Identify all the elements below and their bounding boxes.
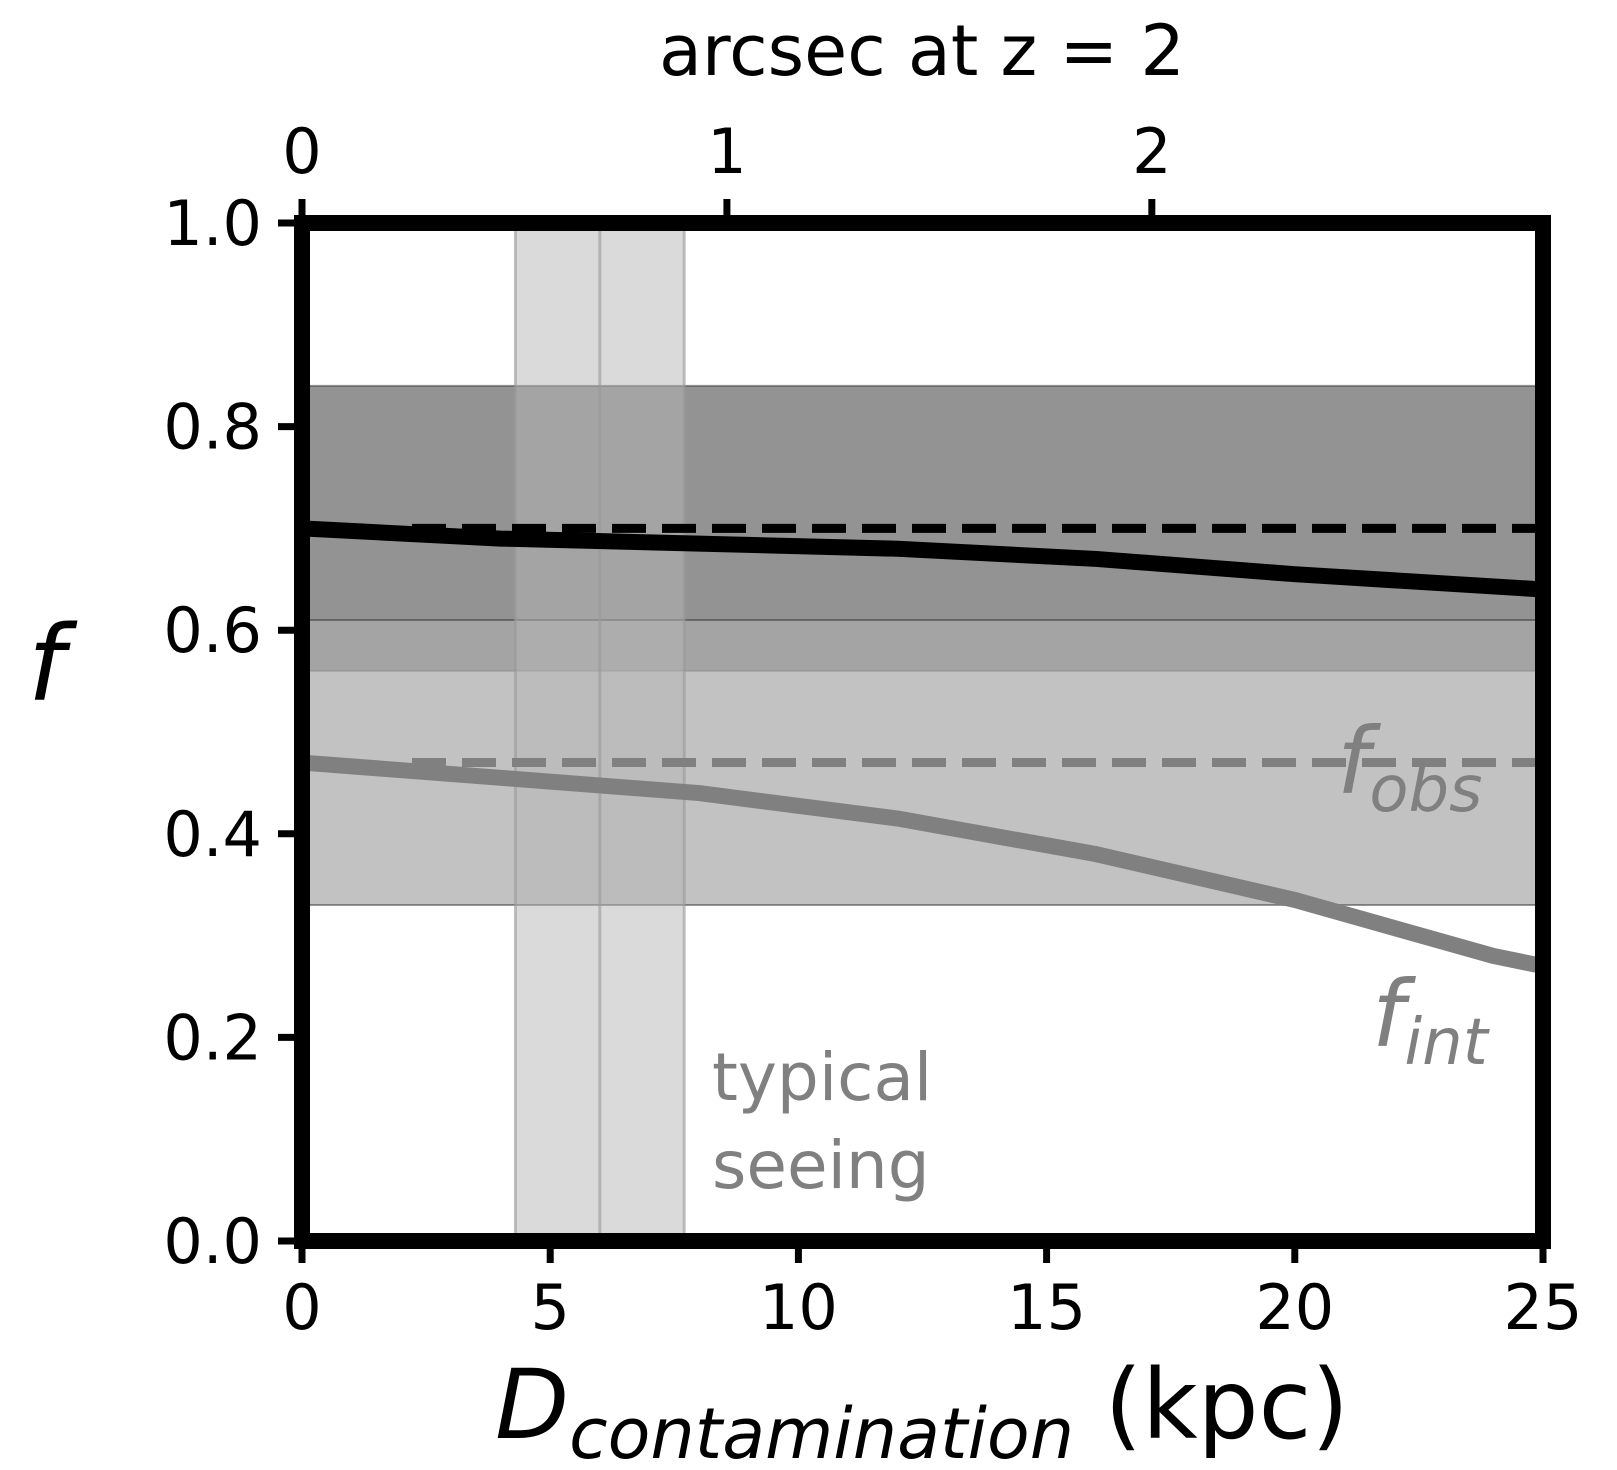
x-axis-label-main: D [495, 1349, 569, 1461]
x-axis-label-sub: contamination [569, 1393, 1074, 1470]
seeing-band [513, 223, 686, 1241]
y-tick-label: 1.0 [163, 187, 262, 260]
y-tick-label: 0.8 [163, 391, 262, 464]
y-axis-label: f [28, 603, 78, 725]
top-tick-label: 2 [1132, 115, 1171, 188]
plot-frame [294, 215, 1551, 1249]
x-axis-label: Dcontamination (kpc) [495, 1349, 1349, 1470]
fobs-label: fobs [1337, 708, 1483, 827]
seeing-label-line2: seeing [712, 1127, 930, 1204]
reference-lines [412, 523, 1543, 768]
y-tick-label: 0.0 [163, 1205, 262, 1278]
black_curve-line [301, 520, 1544, 598]
y-tick-label: 0.6 [163, 594, 262, 667]
x-axis-ticks: 0 5 10 15 20 25 [282, 1241, 1582, 1344]
fint-label: fint [1372, 961, 1491, 1080]
x-tick-label: 25 [1504, 1271, 1583, 1344]
x-tick-label: 10 [759, 1271, 838, 1344]
y-tick-label: 0.4 [163, 798, 262, 871]
seeing-label-line1: typical [712, 1039, 932, 1116]
gray_curve-line [301, 754, 1545, 974]
x-tick-label: 0 [282, 1271, 321, 1344]
y-tick-label: 0.2 [163, 1001, 262, 1074]
x-tick-label: 20 [1255, 1271, 1334, 1344]
top-tick-label: 0 [282, 115, 321, 188]
fobs-label-sub: obs [1369, 753, 1482, 827]
top-axis-label: arcsec at z = 2 [659, 10, 1185, 92]
x-tick-label: 5 [530, 1271, 569, 1344]
x-axis-label-unit: (kpc) [1074, 1349, 1349, 1461]
fint-label-sub: int [1404, 1006, 1490, 1080]
series-curves [301, 520, 1545, 974]
y-axis-ticks: 0.0 0.2 0.4 0.6 0.8 1.0 [163, 187, 302, 1278]
top-tick-label: 1 [707, 115, 746, 188]
x-tick-label: 15 [1007, 1271, 1086, 1344]
top-axis-ticks: 0 1 2 [282, 115, 1172, 223]
